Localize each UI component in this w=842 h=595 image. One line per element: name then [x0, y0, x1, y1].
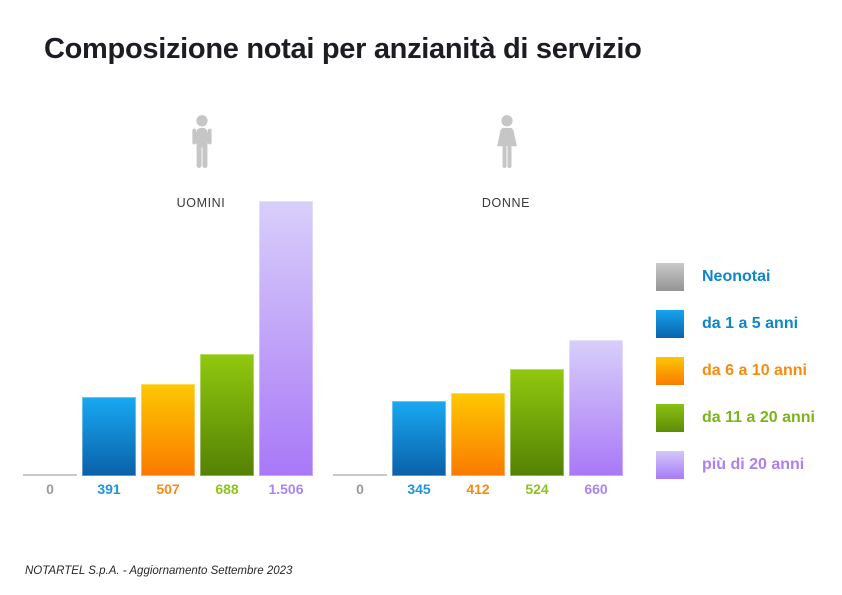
bar-donne-da-1-a-5-anni	[392, 401, 446, 476]
bar-slot	[510, 176, 564, 476]
bar-slot	[200, 176, 254, 476]
bar-slot	[82, 176, 136, 476]
zero-baseline	[23, 474, 77, 476]
legend-label: da 1 a 5 anni	[702, 315, 799, 332]
bar-slot	[392, 176, 446, 476]
value-label: 0	[46, 481, 54, 497]
bar-donne-da-11-a-20-anni	[510, 369, 564, 476]
legend-label: da 6 a 10 anni	[702, 362, 807, 379]
value-label: 391	[97, 481, 121, 497]
chart-donne	[333, 176, 623, 476]
value-label: 660	[584, 481, 608, 497]
legend-swatch	[656, 404, 684, 432]
bar-donne-piu-di-20-anni	[569, 340, 623, 476]
source-note: NOTARTEL S.p.A. - Aggiornamento Settembr…	[25, 565, 293, 577]
page-title: Composizione notai per anzianità di serv…	[44, 33, 642, 65]
legend: Neonotai da 1 a 5 anni da 6 a 10 anni da…	[656, 263, 815, 479]
legend-item-da-11-a-20-anni: da 11 a 20 anni	[656, 404, 815, 432]
group-label-donne: DONNE	[481, 196, 531, 210]
value-label: 688	[215, 481, 239, 497]
bar-slot	[141, 176, 195, 476]
legend-item-da-1-a-5-anni: da 1 a 5 anni	[656, 310, 815, 338]
legend-item-da-6-a-10-anni: da 6 a 10 anni	[656, 357, 815, 385]
value-labels-donne: 0 345 412 524 660	[333, 481, 623, 497]
bar-uomini-da-6-a-10-anni	[141, 384, 195, 476]
man-icon	[183, 114, 221, 174]
bar-slot	[23, 176, 77, 476]
bar-uomini-piu-di-20-anni	[259, 201, 313, 476]
bar-uomini-da-1-a-5-anni	[82, 397, 136, 476]
value-label: 524	[525, 481, 549, 497]
bar-uomini-da-11-a-20-anni	[200, 354, 254, 476]
legend-item-piu-di-20-anni: più di 20 anni	[656, 451, 815, 479]
value-label: 1.506	[268, 481, 304, 497]
chart-uomini	[23, 176, 313, 476]
value-label: 0	[356, 481, 364, 497]
group-label-uomini: UOMINI	[176, 196, 226, 210]
value-labels-uomini: 0 391 507 688 1.506	[23, 481, 313, 497]
bar-slot	[259, 176, 313, 476]
legend-label: Neonotai	[702, 268, 771, 285]
bar-slot	[451, 176, 505, 476]
value-label: 507	[156, 481, 180, 497]
woman-icon	[489, 114, 525, 174]
bar-donne-da-6-a-10-anni	[451, 393, 505, 476]
legend-swatch	[656, 310, 684, 338]
legend-label: più di 20 anni	[702, 456, 805, 473]
legend-item-neonotai: Neonotai	[656, 263, 815, 291]
value-label: 345	[407, 481, 431, 497]
legend-swatch	[656, 451, 684, 479]
value-label: 412	[466, 481, 490, 497]
legend-label: da 11 a 20 anni	[702, 409, 815, 426]
legend-swatch	[656, 263, 684, 291]
zero-baseline	[333, 474, 387, 476]
bar-slot	[333, 176, 387, 476]
legend-swatch	[656, 357, 684, 385]
bar-slot	[569, 176, 623, 476]
